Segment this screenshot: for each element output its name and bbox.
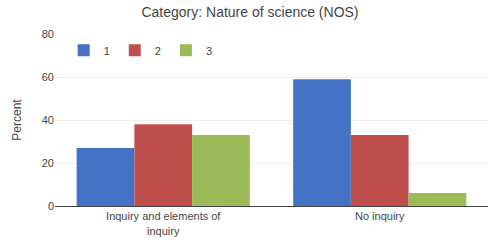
svg-text:1: 1 bbox=[104, 45, 110, 57]
svg-text:2: 2 bbox=[155, 45, 161, 57]
svg-text:0: 0 bbox=[48, 200, 54, 212]
svg-text:No inquiry: No inquiry bbox=[355, 210, 405, 222]
svg-text:40: 40 bbox=[42, 114, 54, 126]
svg-text:Category: Nature of science (N: Category: Nature of science (NOS) bbox=[141, 4, 358, 20]
svg-text:60: 60 bbox=[42, 71, 54, 83]
svg-text:Inquiry and elements ofinquiry: Inquiry and elements ofinquiry bbox=[106, 210, 221, 236]
svg-text:Percent: Percent bbox=[10, 99, 24, 141]
svg-text:80: 80 bbox=[42, 28, 54, 40]
svg-text:20: 20 bbox=[42, 157, 54, 169]
svg-text:3: 3 bbox=[206, 45, 212, 57]
